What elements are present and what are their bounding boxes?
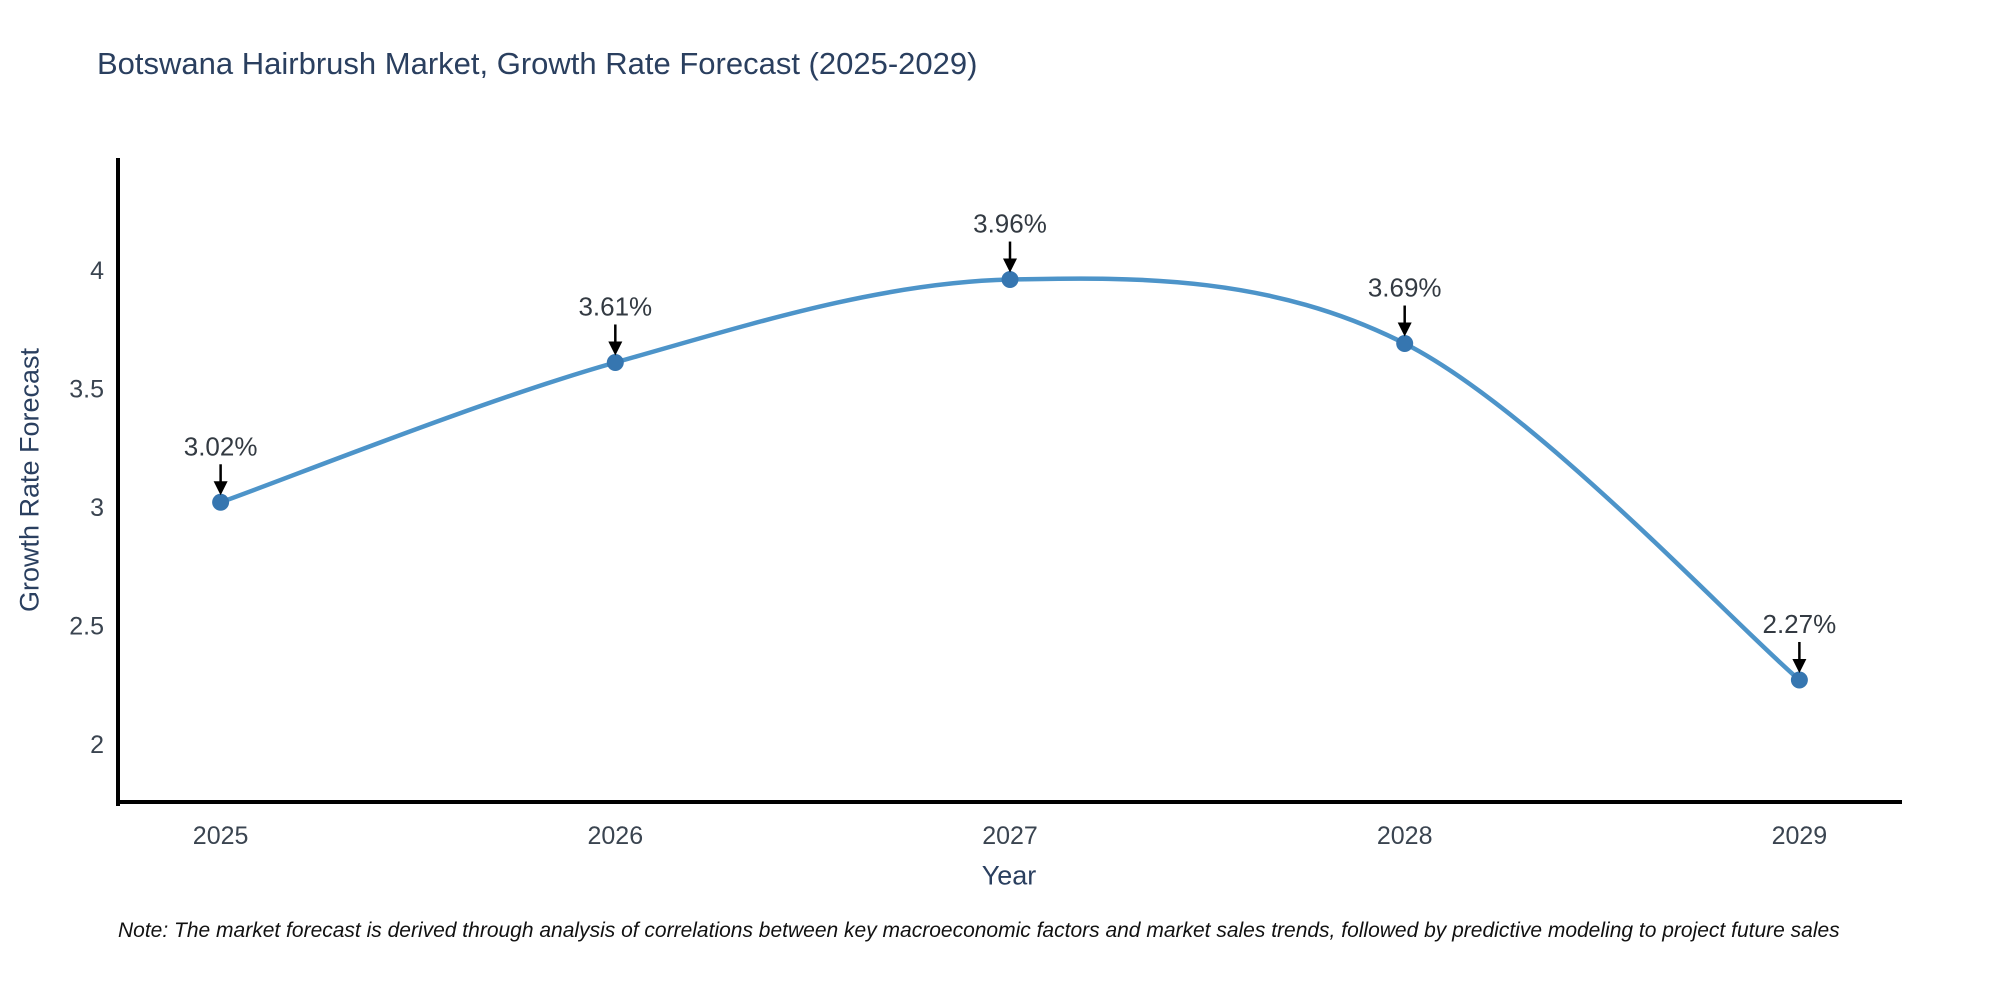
data-point-label: 3.61%: [578, 291, 652, 321]
data-point-marker: [212, 493, 230, 511]
data-point-marker: [1001, 271, 1019, 289]
data-point-marker: [1396, 335, 1414, 353]
chart-title: Botswana Hairbrush Market, Growth Rate F…: [97, 46, 978, 81]
x-axis-title: Year: [981, 860, 1037, 891]
y-tick-label: 4: [90, 257, 104, 285]
x-tick-label: 2026: [587, 822, 643, 850]
x-tick-label: 2027: [982, 822, 1038, 850]
y-tick-label: 2.5: [69, 612, 104, 640]
data-point-marker: [1790, 671, 1808, 689]
data-point-label: 3.02%: [184, 431, 258, 461]
footnote: Note: The market forecast is derived thr…: [118, 919, 1840, 942]
x-tick-label: 2029: [1772, 822, 1828, 850]
y-tick-label: 2: [90, 731, 104, 759]
y-tick-label: 3: [90, 494, 104, 522]
annotation-arrowhead: [213, 481, 228, 496]
data-point-label: 3.69%: [1368, 273, 1442, 303]
x-tick-label: 2028: [1377, 822, 1433, 850]
annotation-arrowhead: [1792, 658, 1807, 673]
data-point-label: 2.27%: [1763, 609, 1837, 639]
annotation-arrowhead: [1397, 322, 1412, 337]
x-tick-label: 2025: [193, 822, 249, 850]
y-axis-line: [116, 158, 120, 806]
y-axis-title: Growth Rate Forecast: [14, 347, 45, 613]
annotation-arrowhead: [1003, 258, 1017, 273]
trend-line: [219, 276, 1801, 682]
annotation-arrowhead: [608, 341, 623, 356]
data-point-marker: [606, 353, 624, 371]
y-tick-label: 3.5: [69, 376, 104, 404]
data-point-label: 3.96%: [973, 209, 1047, 239]
x-axis-line: [116, 800, 1902, 804]
